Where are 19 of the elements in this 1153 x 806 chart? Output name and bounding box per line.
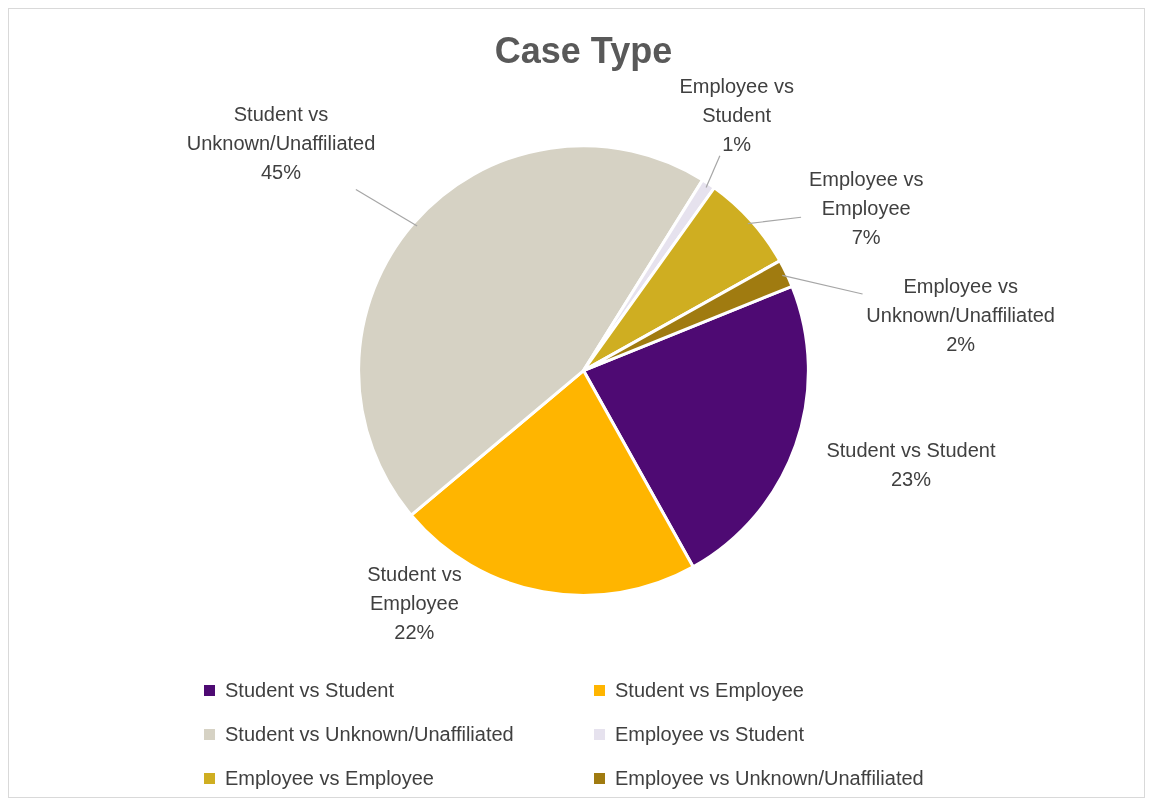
slice-label: Employee vs Student	[679, 75, 794, 127]
data-label: 2%	[946, 333, 976, 356]
slice-label: Student vs Employee	[367, 563, 462, 615]
data-label: 1%	[722, 133, 752, 156]
legend-label: Employee vs Unknown/Unaffiliated	[615, 767, 924, 790]
data-label: 23%	[890, 468, 932, 491]
slice-label: Student vs Unknown/Unaffiliated	[186, 103, 376, 155]
data-label: 45%	[260, 161, 302, 184]
chart-title: Case Type	[494, 29, 673, 71]
data-label: 22%	[394, 621, 435, 644]
slice-label: Student vs Student	[826, 439, 996, 462]
legend-label: Student vs Employee	[615, 679, 804, 702]
legend-label: Employee vs Employee	[225, 767, 434, 790]
legend-label: Employee vs Student	[615, 723, 804, 746]
legend-label: Student vs Student	[225, 679, 395, 702]
slice-label: Employee vs Unknown/Unaffiliated	[866, 275, 1055, 327]
legend-label: Student vs Unknown/Unaffiliated	[225, 723, 514, 746]
data-label: 7%	[851, 225, 881, 248]
slice-label: Employee vs Employee	[808, 167, 924, 219]
